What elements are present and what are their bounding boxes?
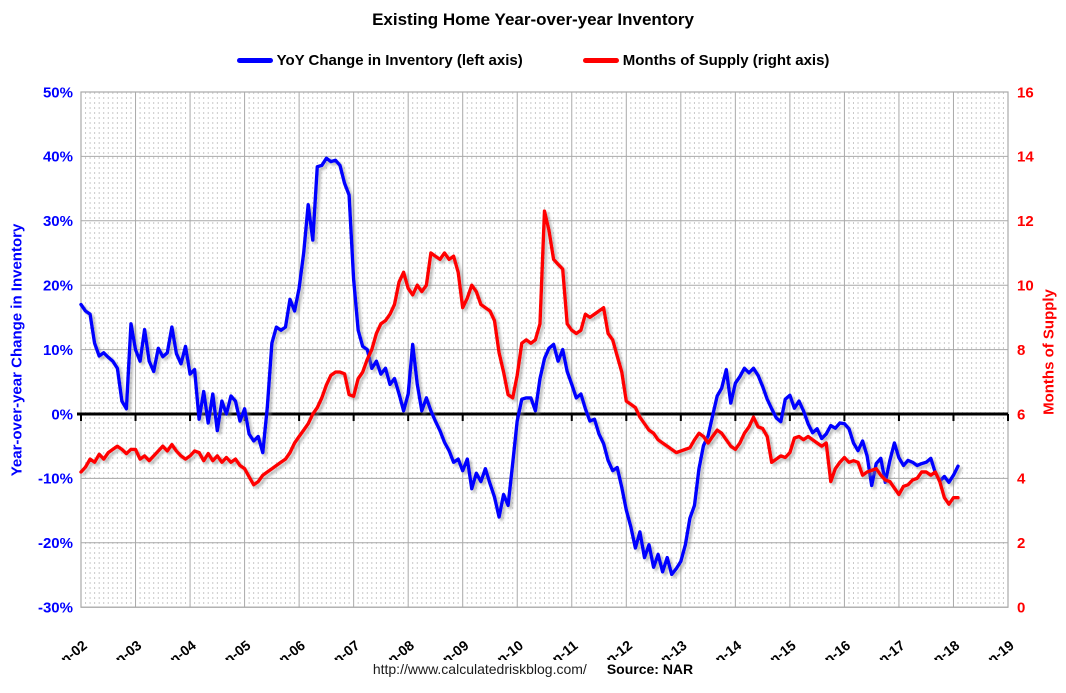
yoy-inventory-line	[79, 156, 960, 577]
legend-item-supply: Months of Supply (right axis)	[582, 52, 830, 69]
legend-item-yoy: YoY Change in Inventory (left axis)	[236, 52, 523, 69]
x-axis-tick: Jan-09	[427, 637, 472, 660]
left-axis-tick: -30%	[38, 599, 73, 616]
chart-title: Existing Home Year-over-year Inventory	[372, 10, 694, 29]
blue-line-swatch-icon	[236, 58, 273, 63]
left-axis-tick: 0%	[51, 406, 73, 423]
x-axis-tick: Jan-11	[536, 637, 580, 660]
right-axis-tick: 10	[1017, 277, 1034, 294]
left-axis-tick: 50%	[43, 84, 73, 101]
left-axis-tick: 20%	[43, 277, 73, 294]
left-axis-tick: -20%	[38, 535, 73, 552]
legend: YoY Change in Inventory (left axis) Mont…	[0, 52, 1066, 69]
right-axis-tick: 16	[1017, 84, 1034, 101]
legend-label-yoy: YoY Change in Inventory (left axis)	[276, 52, 523, 69]
x-axis-tick: Jan-04	[154, 637, 199, 660]
x-axis-tick: Jan-17	[863, 637, 908, 660]
x-axis-tick: Jan-14	[699, 637, 744, 660]
footer: http://www.calculatedriskblog.com/ Sourc…	[0, 661, 1066, 677]
left-axis-tick: -10%	[38, 471, 73, 488]
right-axis-tick: 6	[1017, 406, 1025, 423]
x-axis-tick: Jan-08	[372, 637, 417, 660]
x-axis-tick: Jan-06	[263, 637, 308, 660]
right-axis-tick: 4	[1017, 471, 1026, 488]
red-line-swatch-icon	[582, 58, 619, 63]
x-axis-tick: Jan-15	[754, 637, 799, 660]
x-axis-tick: Jan-16	[808, 637, 853, 660]
footer-source: Source: NAR	[606, 661, 694, 677]
left-axis-tick: 40%	[43, 149, 73, 166]
x-axis-tick: Jan-10	[481, 637, 526, 660]
x-axis-tick: Jan-13	[645, 637, 690, 660]
footer-url: http://www.calculatedriskblog.com/	[372, 661, 587, 677]
x-axis-tick: Jan-18	[918, 637, 963, 660]
x-axis-tick: Jan-03	[100, 637, 145, 660]
x-axis-tick: Jan-12	[590, 637, 635, 660]
plot-area: 50% 40% 30% 20% 10% 0% -10% -20% -30% 16 14 12 10 8 6 4…	[38, 84, 1034, 660]
x-axis-tick: Jan-19	[972, 637, 1017, 660]
right-axis-tick: 14	[1017, 149, 1034, 166]
right-axis-tick: 8	[1017, 342, 1025, 359]
right-axis-tick: 0	[1017, 599, 1025, 616]
months-of-supply-line	[79, 209, 960, 506]
plot-border	[80, 91, 1009, 608]
x-axis-tick: Jan-05	[209, 637, 254, 660]
left-axis-tick: 10%	[43, 342, 73, 359]
x-axis-tick: Jan-02	[45, 637, 90, 660]
left-axis-tick: 30%	[43, 213, 73, 230]
right-axis-tick: 2	[1017, 535, 1025, 552]
right-axis-tick: 12	[1017, 213, 1034, 230]
legend-label-supply: Months of Supply (right axis)	[622, 52, 830, 69]
x-axis-tick: Jan-07	[318, 637, 363, 660]
